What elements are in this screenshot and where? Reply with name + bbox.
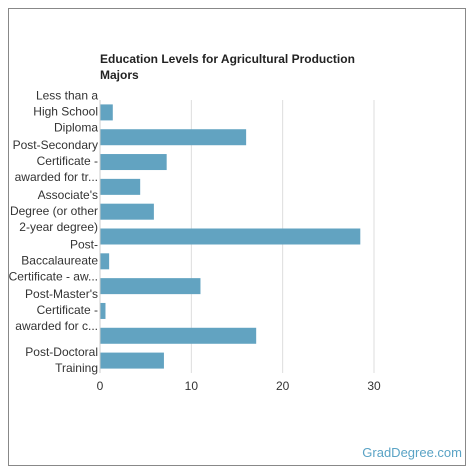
y-tick-label: Degree (or other: [10, 204, 98, 218]
bar: [100, 203, 154, 220]
y-tick-label: Less than a: [36, 89, 98, 103]
x-tick-label: 20: [276, 379, 290, 393]
bar: [100, 253, 110, 270]
bar: [100, 327, 257, 344]
x-tick-label: 10: [185, 379, 199, 393]
y-tick-label: Post-Master's: [25, 287, 98, 301]
y-tick-label: Diploma: [54, 121, 98, 135]
y-tick-label: Certificate -: [37, 154, 98, 168]
y-tick-label: Training: [55, 361, 98, 375]
y-tick-label: Certificate - aw...: [9, 269, 98, 283]
bar: [100, 352, 164, 369]
frame: [8, 8, 466, 466]
bar: [100, 154, 167, 171]
y-tick-label: awarded for c...: [15, 319, 98, 333]
x-tick-label: 30: [367, 379, 381, 393]
bar: [100, 104, 113, 121]
y-tick-label: awarded for tr...: [15, 170, 98, 184]
bar: [100, 129, 247, 146]
y-tick-label: High School: [33, 105, 98, 119]
x-tick-label: 0: [97, 379, 104, 393]
y-tick-label: Certificate -: [37, 303, 98, 317]
bar: [100, 302, 106, 319]
bar: [100, 228, 361, 245]
y-tick-label: Post-: [70, 237, 98, 251]
source-logo: GradDegree.com: [362, 445, 462, 460]
chart-title: Education Levels for Agricultural Produc…: [100, 52, 355, 82]
y-tick-label: Associate's: [38, 188, 98, 202]
y-tick-label: Baccalaureate: [21, 253, 98, 267]
y-tick-label: Post-Secondary: [13, 138, 98, 152]
y-tick-label: 2-year degree): [19, 220, 98, 234]
bar: [100, 178, 141, 195]
y-tick-label: Post-Doctoral: [25, 345, 98, 359]
bar: [100, 278, 201, 295]
